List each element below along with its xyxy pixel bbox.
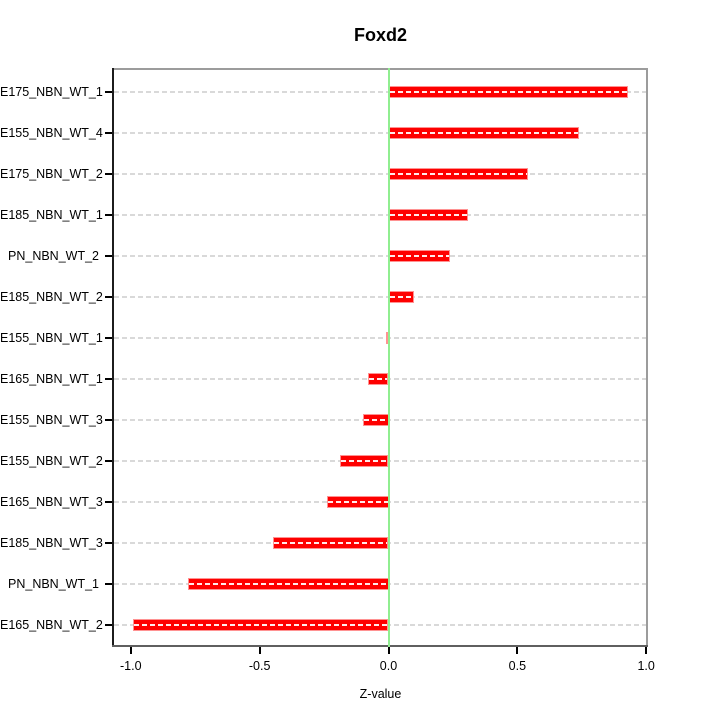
bar-segment bbox=[326, 496, 389, 508]
y-tick bbox=[105, 542, 112, 544]
category-label: E165_NBN_WT_1 bbox=[0, 372, 103, 386]
bar-segment bbox=[362, 414, 389, 426]
bar-segment bbox=[388, 250, 451, 262]
grid-line bbox=[114, 255, 646, 257]
bar-center-dash bbox=[340, 460, 388, 462]
x-tick bbox=[387, 647, 390, 654]
y-tick bbox=[105, 337, 112, 339]
bar-segment bbox=[187, 578, 389, 590]
category-label: E155_NBN_WT_4 bbox=[0, 126, 103, 140]
category-label: E175_NBN_WT_2 bbox=[0, 167, 103, 181]
category-label: E175_NBN_WT_1 bbox=[0, 85, 103, 99]
x-tick-label: -1.0 bbox=[120, 659, 142, 673]
bar-center-dash bbox=[389, 173, 527, 175]
x-tick-label: 0.0 bbox=[379, 659, 398, 673]
x-axis-line bbox=[112, 645, 648, 647]
bar-segment bbox=[388, 127, 580, 139]
x-tick-label: 0.5 bbox=[508, 659, 527, 673]
category-label: E185_NBN_WT_3 bbox=[0, 536, 103, 550]
x-tick bbox=[516, 647, 519, 654]
bar-segment bbox=[339, 455, 389, 467]
bar-segment bbox=[388, 168, 528, 180]
y-tick bbox=[105, 501, 112, 503]
y-tick bbox=[105, 255, 112, 257]
grid-line bbox=[114, 132, 646, 134]
y-tick bbox=[105, 173, 112, 175]
y-tick bbox=[105, 132, 112, 134]
bar-center-dash bbox=[389, 91, 628, 93]
grid-line bbox=[114, 91, 646, 93]
bar-center-dash bbox=[389, 132, 579, 134]
bar-center-dash bbox=[389, 296, 414, 298]
category-label: E155_NBN_WT_2 bbox=[0, 454, 103, 468]
bar-center-dash bbox=[368, 378, 388, 380]
y-tick bbox=[105, 460, 112, 462]
x-tick-label: -0.5 bbox=[248, 659, 271, 673]
x-tick bbox=[258, 647, 261, 654]
bar-segment bbox=[388, 209, 469, 221]
x-axis-title: Z-value bbox=[359, 687, 402, 701]
category-label: E155_NBN_WT_1 bbox=[0, 331, 103, 345]
chart-title: Foxd2 bbox=[353, 25, 407, 45]
bar-center-dash bbox=[363, 419, 388, 421]
grid-line bbox=[114, 296, 646, 298]
plot-area bbox=[112, 68, 648, 647]
bar-center-dash bbox=[188, 583, 388, 585]
category-label: PN_NBN_WT_2 bbox=[8, 249, 99, 263]
bar-center-dash bbox=[134, 624, 388, 626]
y-tick bbox=[105, 91, 112, 93]
y-tick bbox=[105, 419, 112, 421]
bar-segment bbox=[367, 373, 389, 385]
y-tick bbox=[105, 583, 112, 585]
y-axis-line bbox=[112, 68, 114, 647]
category-label: E165_NBN_WT_2 bbox=[0, 618, 103, 632]
y-tick bbox=[105, 214, 112, 216]
bar-segment bbox=[133, 619, 389, 631]
category-label: E185_NBN_WT_2 bbox=[0, 290, 103, 304]
category-label: E165_NBN_WT_3 bbox=[0, 495, 103, 509]
category-label: E155_NBN_WT_3 bbox=[0, 413, 103, 427]
bar-segment bbox=[272, 537, 389, 549]
y-tick bbox=[105, 296, 112, 298]
bar-segment bbox=[388, 86, 629, 98]
x-tick-label: 1.0 bbox=[637, 659, 655, 673]
bar-segment bbox=[388, 291, 415, 303]
bar-center-dash bbox=[389, 214, 468, 216]
bar-center-dash bbox=[389, 255, 450, 257]
y-tick bbox=[105, 624, 112, 626]
category-label: E185_NBN_WT_1 bbox=[0, 208, 103, 222]
y-tick bbox=[105, 378, 112, 380]
grid-line bbox=[114, 337, 646, 339]
bar-center-dash bbox=[273, 542, 388, 544]
x-tick bbox=[645, 647, 648, 654]
bar-center-dash bbox=[327, 501, 388, 503]
bar-center-dash bbox=[386, 337, 388, 339]
zero-reference-line bbox=[387, 68, 390, 647]
grid-line bbox=[114, 173, 646, 175]
category-label: PN_NBN_WT_1 bbox=[8, 577, 99, 591]
x-tick bbox=[129, 647, 132, 654]
grid-line bbox=[114, 214, 646, 216]
